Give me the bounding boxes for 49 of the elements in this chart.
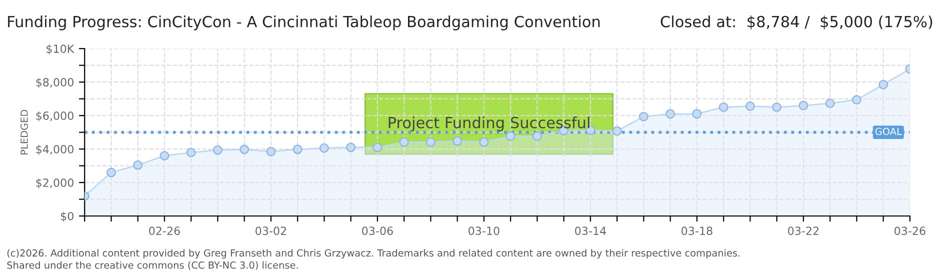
point [319,143,329,153]
point [718,102,728,112]
point [426,137,436,147]
y-tick-label: $2,000 [36,178,74,188]
point [479,137,489,147]
y-tick-label: $4,000 [36,144,74,155]
chart-subtitle: Closed at: $8,784 / $5,000 (175%) [660,16,932,30]
point [346,142,356,152]
point [106,168,116,178]
point [825,98,835,108]
y-tick-label: $10K [46,44,74,54]
point [878,80,888,90]
x-tick-label: 03-06 [362,226,393,236]
x-tick-label: 03-22 [788,226,818,236]
point [666,109,676,119]
y-tick-label: $0 [60,212,74,222]
ref-line-label: GOAL [875,128,902,136]
point [266,146,276,156]
x-tick-label: 03-10 [468,226,500,236]
point [772,102,782,112]
x-tick-label: 03-14 [575,226,606,236]
point [612,126,622,136]
chart-title: Funding Progress: CinCityCon - A Cincinnati Tableop Boardgaming Convention [8,16,600,30]
point [638,112,648,122]
point [372,142,382,152]
x-tick-label: 03-18 [682,226,712,236]
y-tick-label: $8,000 [36,78,74,88]
text: (c)2026. Additional content provided by Greg Franseth and Chris Grzywacz. Trademarks and related content are owned by their respective companies. [7,249,740,259]
y-tick-label: $6,000 [36,111,74,122]
point [798,100,808,110]
point [399,137,409,147]
text: Shared under the creative commons (CC BY-NC 3.0) license. [7,261,298,270]
x-tick-label: 03-26 [894,226,926,236]
point [532,131,542,141]
x-tick-label: 02-26 [149,226,180,236]
point [212,145,222,155]
point [852,95,862,105]
x-tick-label: 03-02 [256,226,286,236]
point [292,144,302,154]
point [452,136,462,146]
y-axis-title: PLEDGED [20,110,28,154]
point [506,131,516,141]
point [160,151,170,160]
point [240,144,250,154]
point [186,148,196,158]
point [692,109,702,119]
annotation: Project Funding Successful [388,116,590,132]
point [745,101,755,111]
point [133,160,143,170]
